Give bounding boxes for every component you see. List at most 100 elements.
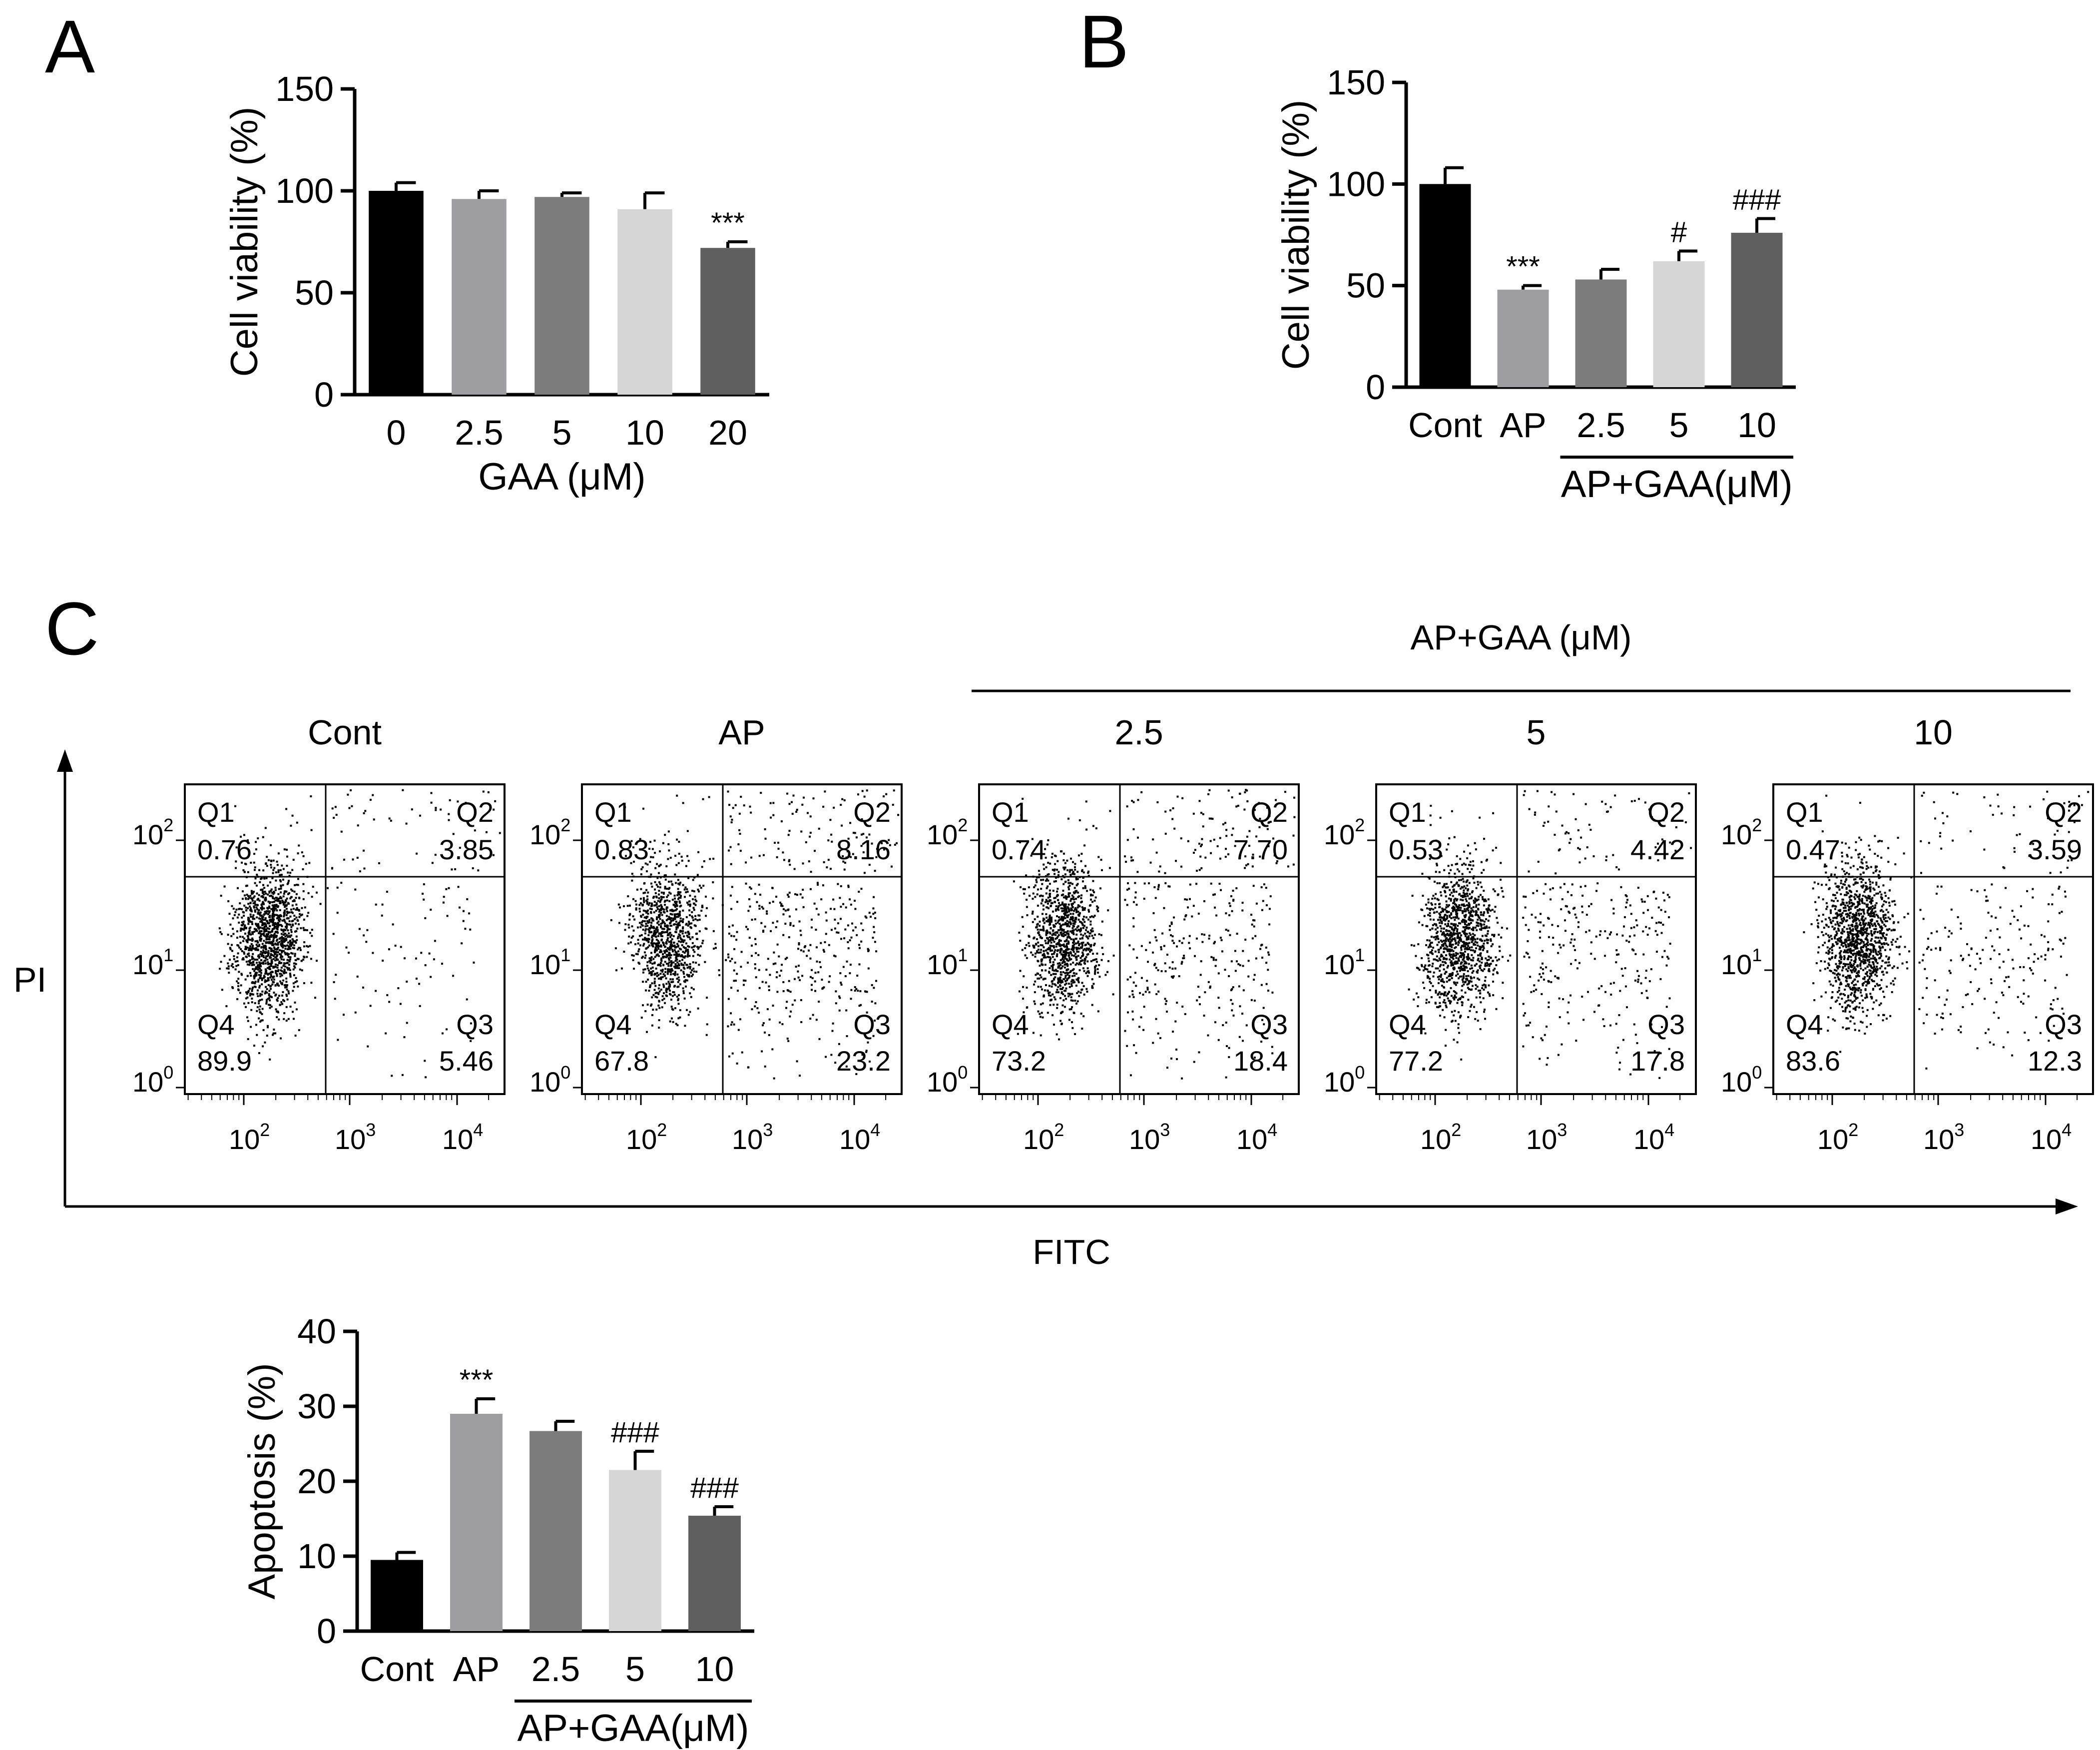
event-dot	[768, 985, 770, 988]
event-dot	[268, 907, 271, 909]
event-dot	[258, 917, 260, 920]
event-dot	[261, 998, 263, 1001]
event-dot	[1172, 807, 1174, 809]
flow-plot-title: 2.5	[1114, 713, 1163, 752]
event-dot	[1038, 934, 1041, 936]
event-dot	[1172, 975, 1175, 978]
flow-y-tick-label: 101	[529, 945, 570, 980]
event-dot	[658, 872, 660, 874]
event-dot	[283, 950, 285, 952]
event-dot	[629, 941, 632, 944]
event-dot	[685, 942, 687, 945]
event-dot	[1219, 937, 1222, 939]
event-dot	[809, 944, 812, 946]
event-dot	[615, 969, 617, 972]
event-dot	[1164, 810, 1167, 813]
event-dot	[286, 962, 289, 964]
event-dot	[860, 1004, 862, 1006]
event-dot	[255, 923, 257, 926]
event-dot	[1436, 862, 1438, 865]
event-dot	[874, 870, 876, 872]
event-dot	[252, 944, 254, 947]
event-dot	[675, 955, 677, 957]
event-dot	[1077, 963, 1080, 966]
event-dot	[1041, 883, 1044, 885]
event-dot	[676, 961, 679, 964]
event-dot	[280, 953, 282, 956]
event-dot	[245, 939, 248, 942]
event-dot	[278, 962, 280, 964]
event-dot	[652, 856, 654, 859]
event-dot	[365, 941, 368, 943]
event-dot	[729, 894, 732, 897]
event-dot	[294, 953, 296, 955]
event-dot	[1449, 1002, 1452, 1005]
event-dot	[266, 988, 268, 990]
event-dot	[632, 875, 635, 878]
event-dot	[691, 911, 693, 913]
event-dot	[1040, 949, 1043, 951]
event-dot	[260, 969, 262, 972]
event-dot	[670, 917, 673, 919]
event-dot	[264, 992, 266, 995]
event-dot	[1146, 988, 1149, 991]
event-dot	[1056, 970, 1059, 972]
event-dot	[697, 1007, 699, 1010]
event-dot	[243, 927, 246, 929]
event-dot	[1082, 949, 1084, 951]
event-dot	[743, 984, 745, 986]
event-dot	[1053, 996, 1055, 999]
event-dot	[680, 954, 683, 956]
event-dot	[247, 1002, 250, 1004]
event-dot	[1082, 876, 1084, 879]
event-dot	[677, 985, 680, 988]
event-dot	[270, 942, 272, 945]
event-dot	[1082, 1015, 1085, 1018]
event-dot	[347, 793, 349, 796]
event-dot	[1265, 962, 1268, 964]
event-dot	[477, 869, 480, 872]
event-dot	[646, 961, 649, 964]
event-dot	[291, 938, 294, 941]
event-dot	[1428, 960, 1430, 962]
event-dot	[697, 948, 699, 950]
event-dot	[865, 1050, 868, 1052]
event-dot	[1067, 888, 1070, 891]
event-dot	[1070, 916, 1072, 919]
event-dot	[285, 1020, 288, 1022]
event-dot	[276, 983, 278, 985]
event-dot	[270, 988, 272, 990]
event-dot	[1212, 894, 1214, 896]
event-dot	[270, 985, 272, 987]
event-dot	[1060, 1023, 1063, 1025]
event-dot	[287, 956, 290, 958]
event-dot	[1066, 925, 1068, 927]
event-dot	[1046, 932, 1049, 934]
event-dot	[1452, 905, 1455, 908]
event-dot	[237, 985, 240, 987]
event-dot	[1112, 993, 1114, 996]
event-dot	[644, 925, 647, 928]
event-dot	[1080, 853, 1083, 855]
event-dot	[677, 944, 679, 947]
event-dot	[1043, 956, 1045, 959]
event-dot	[284, 986, 287, 989]
event-dot	[1430, 908, 1433, 910]
bar-3	[1575, 279, 1627, 387]
event-dot	[694, 918, 697, 920]
event-dot	[658, 916, 660, 918]
event-dot	[255, 975, 257, 977]
event-dot	[868, 912, 871, 914]
event-dot	[659, 899, 662, 902]
event-dot	[278, 995, 280, 997]
event-dot	[666, 950, 668, 953]
event-dot	[254, 910, 257, 913]
event-dot	[682, 956, 685, 958]
event-dot	[653, 980, 656, 983]
event-dot	[1244, 855, 1247, 858]
event-dot	[642, 938, 644, 941]
event-dot	[740, 795, 742, 798]
event-dot	[281, 983, 283, 986]
event-dot	[745, 926, 747, 928]
event-dot	[256, 993, 259, 995]
